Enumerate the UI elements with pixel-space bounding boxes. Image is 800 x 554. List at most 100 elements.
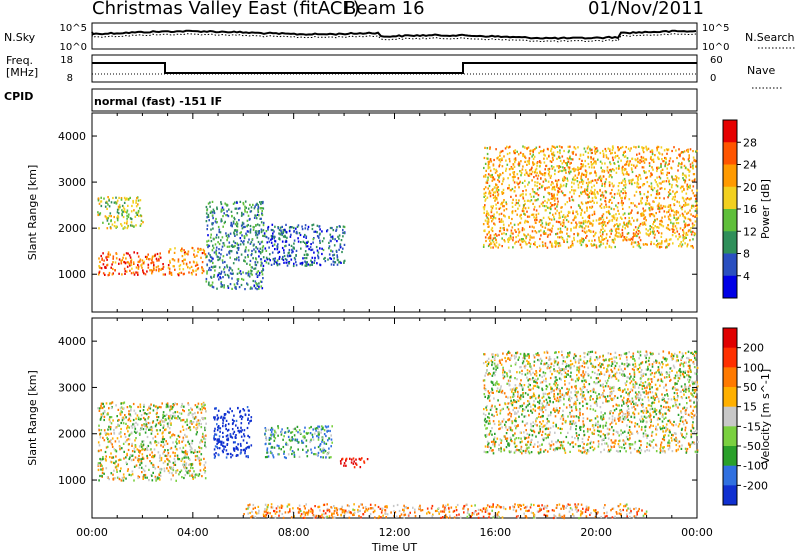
range-cell	[110, 406, 113, 410]
range-cell	[533, 208, 535, 211]
range-cell	[163, 443, 166, 446]
range-cell	[595, 150, 598, 153]
range-cell	[203, 404, 205, 407]
range-cell	[666, 167, 668, 170]
scatter-region	[482, 145, 698, 249]
range-cell	[671, 149, 673, 153]
range-cell	[624, 238, 626, 241]
range-cell	[137, 209, 140, 213]
range-cell	[611, 148, 614, 152]
range-cell	[278, 250, 281, 253]
range-cell	[272, 454, 274, 457]
range-cell	[218, 228, 221, 231]
range-cell	[675, 217, 677, 220]
range-cell	[218, 447, 221, 450]
range-cell	[215, 452, 217, 455]
range-cell	[178, 265, 181, 268]
range-cell	[276, 262, 278, 266]
range-cell	[216, 233, 218, 236]
range-cell	[281, 232, 283, 236]
range-cell	[645, 171, 647, 174]
range-cell	[622, 239, 624, 242]
range-cell	[307, 449, 309, 452]
range-cell	[100, 413, 103, 416]
range-cell	[684, 225, 686, 228]
range-cell	[132, 418, 135, 422]
range-cell	[117, 408, 120, 411]
scatter-region	[263, 223, 346, 268]
range-cell	[577, 233, 580, 236]
range-cell	[641, 221, 644, 224]
range-cell	[186, 451, 189, 454]
range-cell	[514, 209, 517, 213]
range-cell	[194, 455, 197, 458]
range-cell	[228, 269, 230, 272]
range-cell	[683, 237, 685, 240]
range-cell	[156, 478, 159, 481]
range-cell	[639, 451, 642, 455]
range-cell	[658, 157, 660, 161]
range-cell	[350, 458, 353, 461]
range-cell	[487, 187, 489, 190]
range-cell	[124, 262, 127, 265]
range-cell	[325, 434, 327, 438]
range-cell	[281, 431, 283, 434]
range-cell	[211, 211, 214, 214]
range-cell	[117, 208, 120, 211]
range-cell	[604, 185, 606, 188]
range-cell	[539, 374, 541, 377]
range-cell	[532, 157, 535, 161]
range-cell	[588, 239, 590, 242]
range-cell	[672, 178, 674, 181]
range-cell	[583, 238, 585, 242]
range-cell	[219, 430, 221, 433]
range-cell	[223, 286, 225, 289]
range-cell	[240, 239, 243, 243]
range-cell	[209, 205, 211, 208]
range-cell	[248, 413, 250, 416]
range-cell	[173, 259, 176, 262]
range-cell	[658, 182, 661, 185]
range-cell	[688, 154, 690, 157]
range-cell	[502, 191, 505, 194]
range-cell	[659, 177, 662, 180]
range-cell	[484, 146, 486, 149]
range-cell	[322, 436, 324, 439]
range-cell	[576, 240, 579, 243]
range-cell	[175, 479, 177, 482]
range-cell	[595, 244, 598, 247]
range-cell	[549, 202, 552, 205]
range-cell	[668, 183, 671, 186]
range-cell	[488, 166, 491, 169]
range-cell	[486, 210, 488, 213]
range-cell	[258, 285, 260, 288]
range-cell	[312, 428, 314, 431]
range-cell	[500, 150, 503, 153]
range-cell	[251, 249, 253, 253]
range-cell	[287, 261, 289, 264]
range-cell	[152, 409, 155, 412]
range-cell	[132, 458, 135, 461]
range-cell	[573, 238, 575, 242]
range-cell	[100, 429, 103, 432]
range-cell	[98, 257, 100, 260]
range-cell	[657, 185, 659, 188]
range-cell	[647, 147, 650, 150]
range-cell	[521, 168, 524, 171]
range-cell	[250, 444, 253, 447]
range-cell	[103, 415, 106, 418]
range-cell	[285, 443, 287, 446]
range-cell	[685, 231, 688, 235]
range-cell	[101, 471, 104, 474]
range-cell	[673, 178, 675, 181]
range-cell	[684, 181, 686, 184]
range-cell	[619, 233, 622, 236]
range-cell	[208, 259, 210, 262]
range-cell	[164, 414, 166, 417]
range-cell	[506, 145, 508, 148]
range-cell	[317, 257, 320, 260]
range-cell	[586, 193, 588, 196]
range-cell	[505, 167, 508, 170]
range-cell	[602, 242, 605, 245]
range-cell	[295, 261, 297, 264]
